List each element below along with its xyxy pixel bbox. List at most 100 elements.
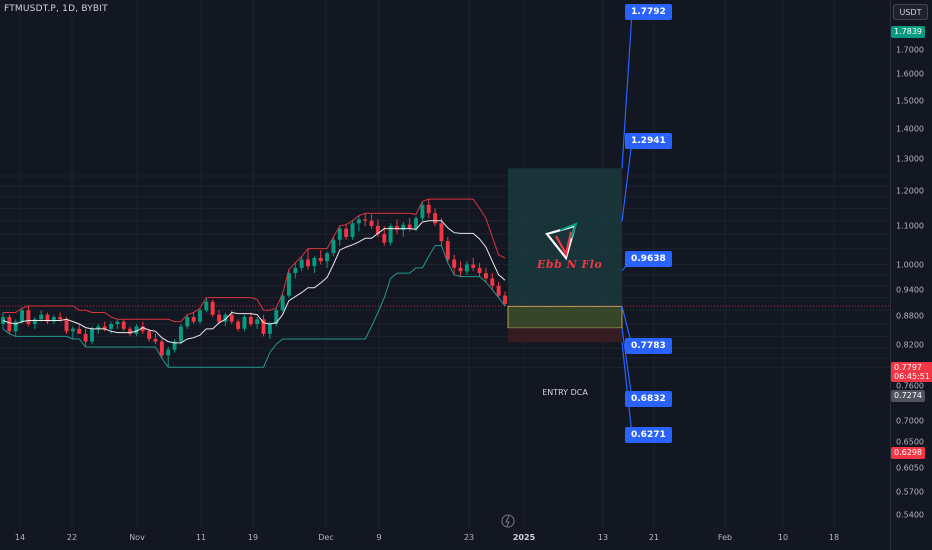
candle-body [452,259,457,268]
candle-body [166,349,171,356]
candle-body [217,314,222,322]
candle-body [223,314,228,322]
price-tag-current-value: 0.7797 [894,363,922,372]
candle-body [102,326,107,329]
candle-body [458,267,463,272]
y-tick: 0.6050 [896,463,924,473]
x-tick: 11 [195,533,207,542]
y-tick: 0.8800 [896,311,924,321]
x-tick: 22 [66,533,78,542]
candle-body [426,204,431,214]
candle-body [274,310,279,325]
candle-body [89,328,94,342]
candle-body [375,225,380,235]
y-tick: 0.7600 [896,381,924,391]
logo-v-icon [555,231,573,258]
y-tick: 0.8200 [896,340,924,350]
candle-body [280,295,285,311]
candle-body [64,319,69,332]
candle-body [77,328,82,334]
candle-body [147,331,152,339]
symbol-title[interactable]: FTMUSDT.P, 1D, BYBIT [4,4,108,14]
y-tick: 1.3000 [896,154,924,164]
target-connector [621,11,633,169]
lower-band-line [2,245,506,368]
candle-body [255,319,260,325]
x-tick: 2025 [512,533,536,542]
candle-body [331,239,336,254]
entry-dca-label: ENTRY DCA [542,388,588,397]
candle-body [395,225,399,230]
candle-body [185,317,190,327]
candle-body [344,228,349,237]
candle-body [388,225,393,243]
currency-button[interactable]: USDT [893,4,928,20]
candle-body [293,267,298,274]
target-label-dca[interactable]: 0.6832 [625,391,672,407]
candle-body [140,326,145,332]
candle-body [45,314,50,322]
candle-body [477,267,482,274]
y-tick: 1.4000 [896,124,924,134]
candle-body [363,219,368,221]
candle-body [229,314,234,322]
candle-body [286,273,291,296]
candle-body [350,223,355,237]
target-label-entry[interactable]: 0.7783 [625,338,672,354]
candle-body [369,220,374,226]
candle-body [121,321,126,329]
candle-body [337,228,342,240]
y-tick: 1.2000 [896,186,924,196]
candle-body [356,219,361,224]
replay-circle-icon [501,514,515,528]
candle-body [414,218,419,229]
candle-body [496,285,501,296]
candle-body [267,324,272,334]
candle-body [445,241,450,260]
ebb-n-flo-logo-text: Ebb N Flo [537,258,603,271]
y-tick: 1.7000 [896,45,924,55]
target-zone [508,168,622,307]
candle-body [306,259,310,267]
candle-body [153,338,158,342]
target-label-tp1[interactable]: 0.9638 [625,251,672,267]
entry-zone [507,305,623,329]
candle-body [39,314,44,320]
candle-body [407,224,412,229]
price-tag-countdown: 06:45:51 [894,372,930,381]
candle-body [178,326,183,342]
upper-band-line [3,198,506,323]
candle-body [261,319,266,334]
candle-body [51,317,56,322]
candle-body [109,324,113,329]
price-tag-high: 1.7839 [891,26,925,38]
candle-body [490,278,495,286]
y-tick: 0.5400 [896,510,924,520]
candle-body [83,333,88,342]
target-label-tp3[interactable]: 1.7792 [625,4,672,20]
candle-body [20,310,25,322]
candle-body [242,317,247,329]
y-tick: 1.0000 [896,260,924,270]
candle-body [325,253,330,262]
candle-body [134,326,139,334]
candle-body [312,257,317,267]
x-tick: 13 [597,533,609,542]
target-label-tp2[interactable]: 1.2941 [625,133,672,149]
y-tick: 1.1000 [896,221,924,231]
candle-body [96,326,101,329]
target-connector [621,342,633,436]
y-tick: 1.6000 [896,69,924,79]
target-label-stop[interactable]: 0.6271 [625,427,672,443]
y-tick: 0.6500 [896,437,924,447]
lightning-icon [505,515,510,527]
candle-body [172,341,177,350]
target-connector [621,327,633,400]
stop-zone [508,328,622,343]
candle-body [159,341,164,356]
candle-body [439,223,444,242]
y-tick: 0.5700 [896,487,924,497]
candle-body [420,204,425,219]
